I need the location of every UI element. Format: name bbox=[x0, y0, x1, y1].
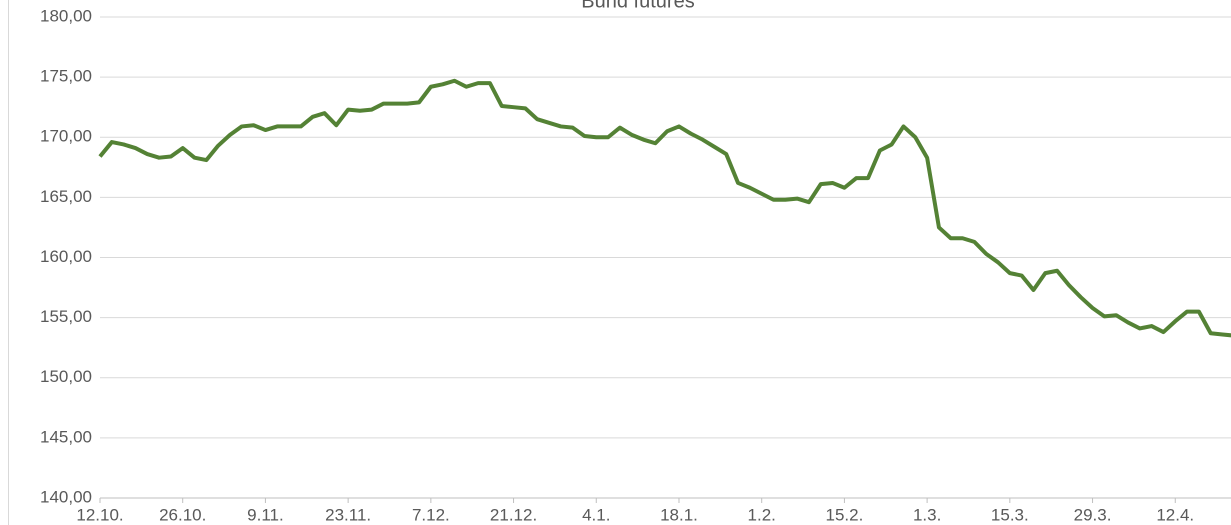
x-tick-label: 12.10. bbox=[76, 505, 123, 524]
y-tick-label: 145,00 bbox=[40, 427, 92, 446]
x-tick-label: 12.4. bbox=[1156, 505, 1194, 524]
y-tick-label: 180,00 bbox=[40, 6, 92, 25]
y-tick-label: 170,00 bbox=[40, 127, 92, 146]
x-tick-label: 15.3. bbox=[991, 505, 1029, 524]
x-tick-label: 7.12. bbox=[412, 505, 450, 524]
x-tick-label: 9.11. bbox=[247, 505, 284, 524]
y-tick-label: 140,00 bbox=[40, 487, 92, 506]
y-tick-label: 160,00 bbox=[40, 247, 92, 266]
x-tick-label: 1.2. bbox=[748, 505, 776, 524]
x-tick-label: 15.2. bbox=[826, 505, 864, 524]
y-tick-label: 175,00 bbox=[40, 67, 92, 86]
x-tick-label: 1.3. bbox=[913, 505, 941, 524]
x-tick-label: 18.1. bbox=[660, 505, 698, 524]
line bbox=[98, 78, 1231, 338]
x-tick-label: 4.1. bbox=[582, 505, 610, 524]
x-tick-label: 26.10. bbox=[159, 505, 206, 524]
x-tick-label: 21.12. bbox=[490, 505, 537, 524]
y-tick-label: 155,00 bbox=[40, 307, 92, 326]
y-tick-label: 150,00 bbox=[40, 367, 92, 386]
x-tick-label: 29.3. bbox=[1074, 505, 1112, 524]
chart-title: Bund futures bbox=[581, 0, 694, 12]
x-tick-label: 23.11. bbox=[325, 505, 371, 524]
y-tick-label: 165,00 bbox=[40, 187, 92, 206]
